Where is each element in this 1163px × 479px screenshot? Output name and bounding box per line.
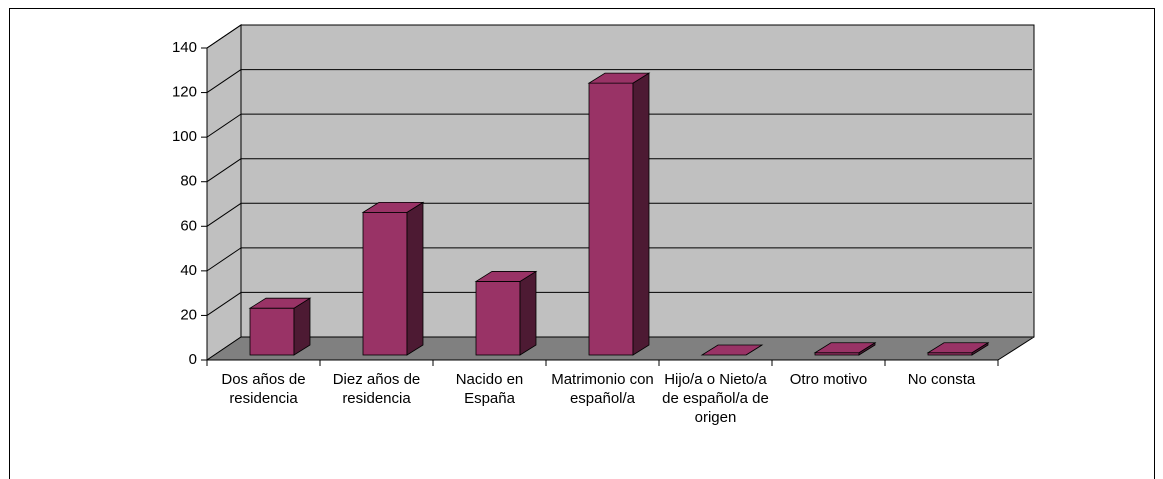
bar xyxy=(361,201,425,356)
bar-front xyxy=(362,211,408,356)
bar-front xyxy=(249,307,295,356)
x-tick-label: Diez años de residencia xyxy=(332,371,421,407)
bar-front xyxy=(475,281,521,356)
side-grid-line xyxy=(206,202,242,227)
bar-top xyxy=(813,342,877,354)
side-grid-line xyxy=(206,247,242,272)
bar-top xyxy=(700,344,764,356)
side-grid-line xyxy=(206,336,242,361)
y-tick-label: 100 xyxy=(172,128,197,145)
x-tick-label: Nacido en España xyxy=(455,371,524,407)
bar xyxy=(474,270,538,356)
side-wall xyxy=(206,24,242,361)
side-grid-line xyxy=(206,69,242,93)
bars xyxy=(248,72,990,356)
bar-top xyxy=(587,72,651,84)
y-tick-label: 20 xyxy=(180,306,197,323)
bar-front xyxy=(588,82,634,356)
y-tick-label: 80 xyxy=(180,173,197,190)
x-tick-label: Otro motivo xyxy=(789,371,868,388)
y-tick-label: 60 xyxy=(180,217,197,234)
bar xyxy=(813,342,877,356)
bar-top xyxy=(248,297,312,309)
frame-border xyxy=(9,8,1155,479)
x-tick-label: No consta xyxy=(907,371,976,388)
x-tick-label: Dos años de residencia xyxy=(221,371,306,407)
bar xyxy=(926,342,990,356)
y-tick-label: 120 xyxy=(172,84,197,101)
y-tick-label: 40 xyxy=(180,262,197,279)
bar xyxy=(700,344,764,356)
floor-edge xyxy=(997,336,1035,361)
x-tick-label: Hijo/a o Nieto/a de español/a de origen xyxy=(662,371,769,426)
y-tick-label: 140 xyxy=(172,39,197,56)
bar-top xyxy=(474,271,538,282)
bar-side xyxy=(406,201,424,356)
bar-top xyxy=(926,342,990,354)
bar-side xyxy=(632,72,650,356)
side-grid-line xyxy=(206,24,242,49)
bar xyxy=(248,297,312,356)
x-tick-label: Matrimonio con español/a xyxy=(551,371,654,407)
bar xyxy=(587,72,651,356)
side-grid-line xyxy=(206,113,242,138)
bar-top xyxy=(361,201,425,213)
y-tick-label: 0 xyxy=(189,351,197,368)
side-grid-line xyxy=(206,292,242,316)
bar-side xyxy=(519,270,537,356)
side-grid-line xyxy=(206,158,242,183)
